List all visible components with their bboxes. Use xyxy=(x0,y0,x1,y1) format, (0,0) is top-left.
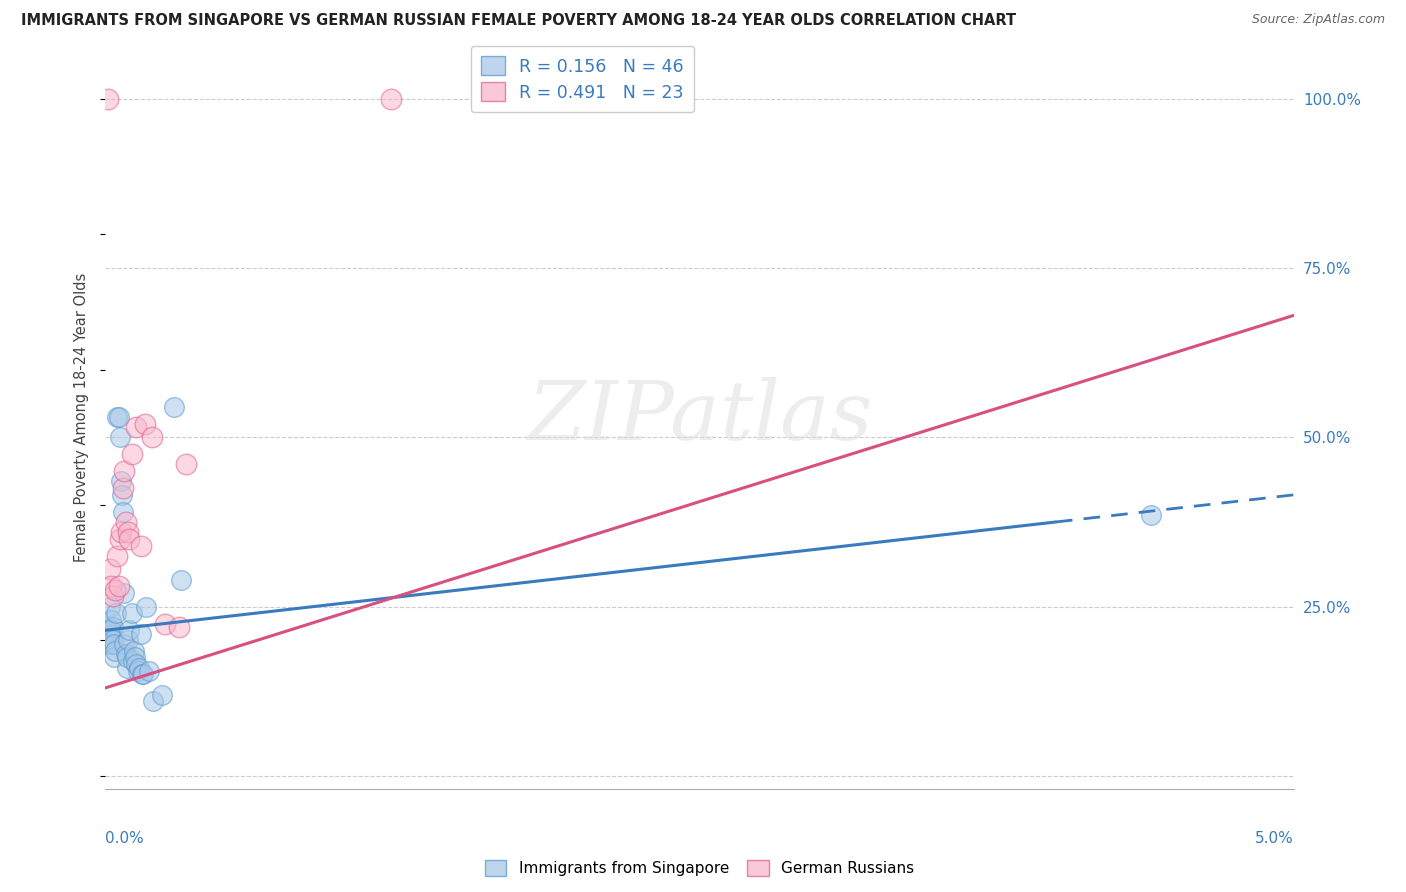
Point xyxy=(104,643,127,657)
Point xyxy=(152,688,174,702)
Point xyxy=(112,481,135,495)
Point xyxy=(100,579,122,593)
Text: IMMIGRANTS FROM SINGAPORE VS GERMAN RUSSIAN FEMALE POVERTY AMONG 18-24 YEAR OLDS: IMMIGRANTS FROM SINGAPORE VS GERMAN RUSS… xyxy=(21,13,1017,29)
Y-axis label: Female Poverty Among 18-24 Year Olds: Female Poverty Among 18-24 Year Olds xyxy=(75,272,90,562)
Text: 5.0%: 5.0% xyxy=(1254,831,1294,846)
Point xyxy=(108,430,131,444)
Point xyxy=(115,650,138,665)
Point xyxy=(105,607,128,621)
Point xyxy=(101,637,124,651)
Point xyxy=(170,573,193,587)
Point xyxy=(118,624,141,638)
Point xyxy=(97,92,120,106)
Point xyxy=(138,664,160,678)
Point xyxy=(98,599,121,614)
Point xyxy=(101,590,124,604)
Point xyxy=(1140,508,1163,523)
Point xyxy=(98,562,121,576)
Point xyxy=(142,694,165,708)
Point xyxy=(114,586,136,600)
Point xyxy=(107,579,129,593)
Point xyxy=(103,650,125,665)
Point xyxy=(121,654,143,668)
Text: ZIPatlas: ZIPatlas xyxy=(527,377,872,457)
Point xyxy=(112,505,135,519)
Point xyxy=(115,660,138,674)
Point xyxy=(125,420,148,434)
Text: 0.0%: 0.0% xyxy=(105,831,145,846)
Point xyxy=(129,539,152,553)
Point xyxy=(117,633,139,648)
Point xyxy=(124,650,146,665)
Point xyxy=(105,549,128,563)
Point xyxy=(100,613,122,627)
Point xyxy=(117,525,139,540)
Point xyxy=(97,620,120,634)
Point xyxy=(122,643,145,657)
Point xyxy=(98,630,121,644)
Point xyxy=(380,92,402,106)
Point xyxy=(96,633,118,648)
Point xyxy=(114,464,136,478)
Point xyxy=(105,410,128,425)
Point xyxy=(141,430,163,444)
Point xyxy=(101,633,124,648)
Point xyxy=(114,515,136,529)
Point xyxy=(121,607,143,621)
Text: Source: ZipAtlas.com: Source: ZipAtlas.com xyxy=(1251,13,1385,27)
Point xyxy=(167,620,190,634)
Point xyxy=(153,616,176,631)
Point xyxy=(121,447,143,461)
Point xyxy=(129,626,152,640)
Point xyxy=(101,620,124,634)
Point xyxy=(110,475,132,489)
Point xyxy=(98,626,121,640)
Point xyxy=(97,637,120,651)
Point xyxy=(132,667,155,681)
Point xyxy=(110,525,132,540)
Point xyxy=(118,532,141,546)
Point xyxy=(107,410,129,425)
Point xyxy=(114,637,136,651)
Point xyxy=(100,624,122,638)
Point xyxy=(174,458,197,472)
Point xyxy=(108,532,131,546)
Point xyxy=(97,624,120,638)
Point xyxy=(103,637,125,651)
Point xyxy=(111,488,134,502)
Point xyxy=(163,400,186,414)
Point xyxy=(127,664,149,678)
Point xyxy=(135,599,157,614)
Point xyxy=(125,657,148,672)
Point xyxy=(131,667,153,681)
Legend: Immigrants from Singapore, German Russians: Immigrants from Singapore, German Russia… xyxy=(479,854,920,882)
Point xyxy=(114,647,136,661)
Point xyxy=(104,582,127,597)
Point xyxy=(128,660,150,674)
Point xyxy=(134,417,156,431)
